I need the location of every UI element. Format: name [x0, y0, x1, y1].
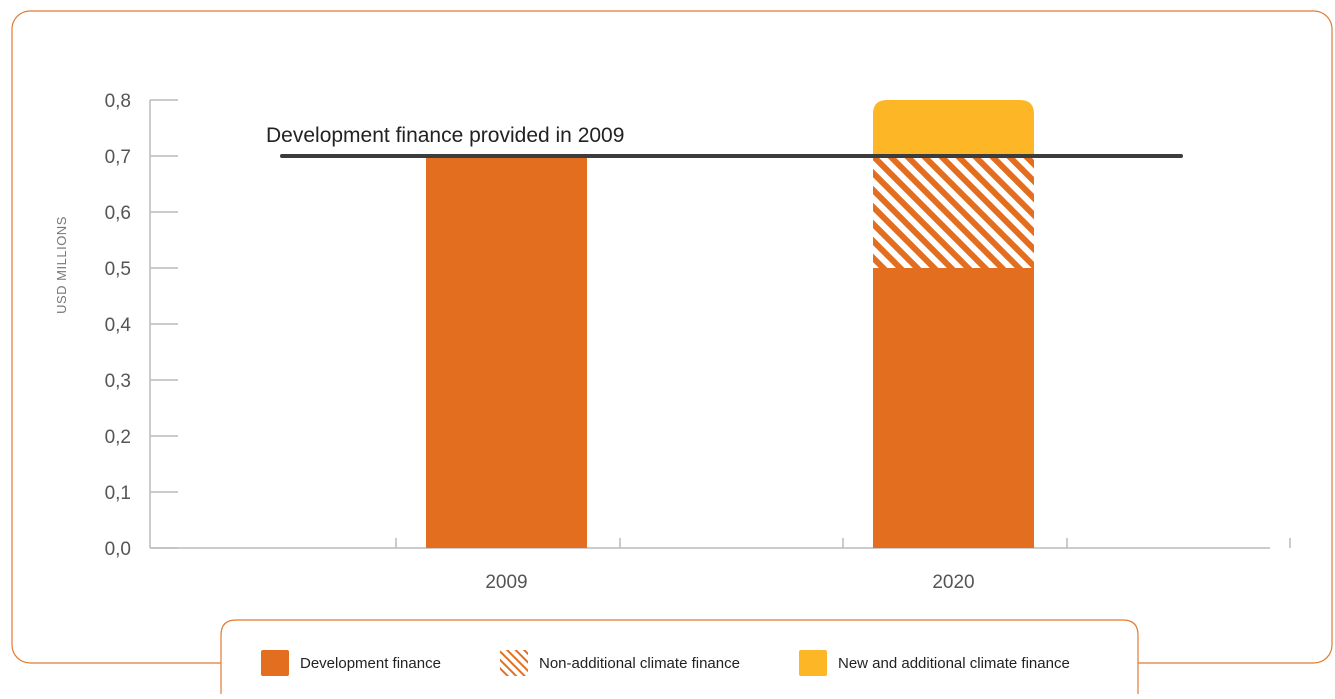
y-tick-label: 0,3 [105, 371, 131, 392]
y-tick-label: 0,0 [105, 539, 131, 560]
x-axis: 2009 2020 [150, 538, 1291, 593]
legend-swatch-new-and-additional-climate-finance [799, 650, 827, 676]
legend-swatch-non-additional-climate-finance [500, 650, 528, 676]
legend-swatch-development-finance [261, 650, 289, 676]
bars [426, 100, 1034, 548]
legend-label-development-finance: Development finance [300, 655, 441, 672]
x-tick-label-2009: 2009 [485, 572, 527, 593]
y-axis: 0,0 0,1 0,2 0,3 0,4 0,5 0,6 0,7 0,8 [105, 91, 178, 560]
reference-line-label: Development finance provided in 2009 [266, 124, 624, 147]
reference-line-group: Development finance provided in 2009 [266, 124, 1183, 158]
y-tick-label: 0,1 [105, 483, 131, 504]
legend-label-non-additional-climate-finance: Non-additional climate finance [539, 655, 740, 672]
bar-2020-non-additional-climate-finance [873, 156, 1034, 268]
legend-label-new-and-additional-climate-finance: New and additional climate finance [838, 655, 1070, 672]
chart-frame [11, 10, 1333, 664]
bar-2020-development-finance [873, 268, 1034, 548]
y-axis-label: USD MILLIONS [54, 216, 69, 314]
legend: Development finance Non-additional climat… [220, 619, 1139, 694]
bar-2009-development-finance [426, 156, 587, 548]
y-tick-label: 0,5 [105, 259, 131, 280]
y-tick-label: 0,6 [105, 203, 131, 224]
bar-2020-new-and-additional-climate-finance [873, 100, 1034, 156]
x-tick-label-2020: 2020 [932, 572, 974, 593]
legend-frame [220, 619, 1139, 694]
y-tick-label: 0,4 [105, 315, 132, 336]
y-tick-label: 0,8 [105, 91, 131, 112]
y-tick-label: 0,2 [105, 427, 131, 448]
y-tick-label: 0,7 [105, 147, 131, 168]
